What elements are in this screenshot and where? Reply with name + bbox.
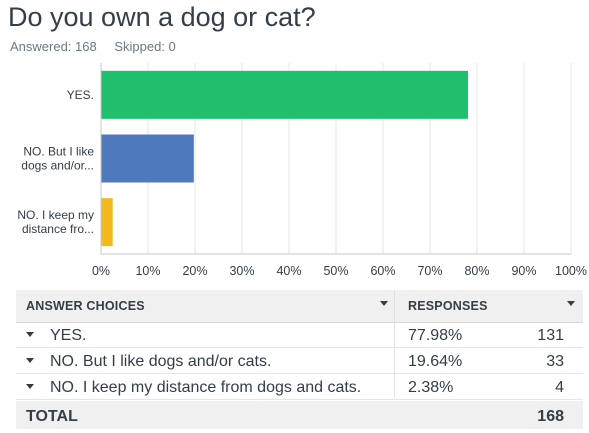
chevron-down-icon[interactable] [26, 332, 34, 337]
x-tick-label: 10% [135, 264, 160, 278]
row-label: NO. I keep my distance from dogs and cat… [50, 379, 362, 396]
x-tick-label: 70% [417, 264, 442, 278]
x-tick-label: 100% [555, 264, 587, 278]
skipped-count: Skipped: 0 [114, 39, 176, 54]
header-answer-choices[interactable]: ANSWER CHOICES [26, 299, 145, 313]
category-label: NO. But I like dogs and/or... [21, 145, 94, 173]
x-tick-label: 30% [229, 264, 254, 278]
chevron-down-icon[interactable] [26, 384, 34, 389]
answered-count: Answered: 168 [10, 39, 97, 54]
header-responses[interactable]: RESPONSES [408, 299, 488, 313]
x-tick-label: 0% [92, 264, 110, 278]
sort-responses-icon[interactable] [567, 301, 575, 306]
row-percent: 19.64% [408, 353, 463, 370]
row-count: 4 [555, 379, 564, 396]
x-tick-label: 40% [276, 264, 301, 278]
total-count: 168 [537, 408, 564, 425]
row-label: YES. [50, 327, 87, 344]
bar-chart: 0% 10% 20% 30% 40% 50% 60% 70% 80% 90% 100% YES. NO.… [17, 63, 587, 278]
row-percent: 2.38% [408, 379, 454, 396]
table-row[interactable]: NO. But I like dogs and/or cats. 19.64% … [16, 348, 583, 374]
category-label: NO. I keep my distance fro... [17, 208, 94, 236]
category-label: YES. [67, 88, 94, 102]
response-stats: Answered: 168 Skipped: 0 [10, 39, 190, 54]
x-tick-label: 50% [323, 264, 348, 278]
row-count: 131 [537, 327, 564, 344]
bar [101, 198, 113, 247]
column-divider [394, 290, 395, 397]
row-label: NO. But I like dogs and/or cats. [50, 353, 272, 370]
x-tick-label: 90% [511, 264, 536, 278]
bar [101, 134, 194, 183]
table-row[interactable]: NO. I keep my distance from dogs and cat… [16, 374, 583, 400]
chevron-down-icon[interactable] [26, 358, 34, 363]
row-percent: 77.98% [408, 327, 463, 344]
table-row[interactable]: YES. 77.98% 131 [16, 322, 583, 348]
x-tick-label: 20% [182, 264, 207, 278]
row-count: 33 [546, 353, 564, 370]
total-label: TOTAL [26, 408, 78, 425]
x-tick-label: 80% [464, 264, 489, 278]
sort-choices-icon[interactable] [380, 301, 388, 306]
x-tick-label: 60% [370, 264, 395, 278]
bar [101, 70, 469, 119]
total-row: TOTAL 168 [16, 401, 583, 429]
table-header: ANSWER CHOICES RESPONSES [16, 290, 583, 323]
question-title: Do you own a dog or cat? [8, 2, 316, 32]
